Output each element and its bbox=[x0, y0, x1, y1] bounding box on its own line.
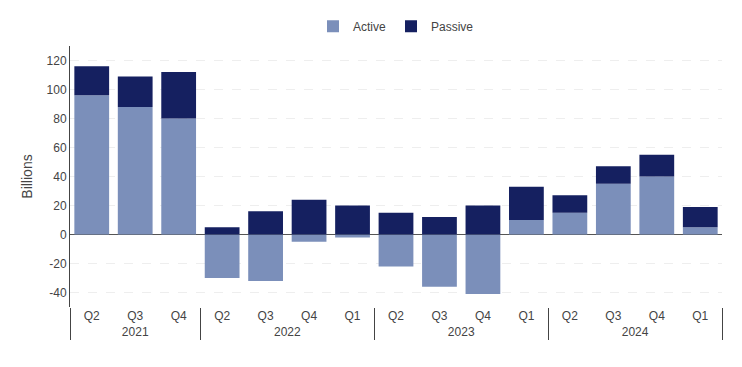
svg-text:Passive: Passive bbox=[431, 20, 473, 34]
svg-text:-20: -20 bbox=[49, 257, 67, 271]
svg-text:Q2: Q2 bbox=[214, 309, 230, 323]
svg-text:Q4: Q4 bbox=[475, 309, 491, 323]
svg-text:2021: 2021 bbox=[122, 325, 149, 339]
svg-text:40: 40 bbox=[53, 170, 67, 184]
svg-text:20: 20 bbox=[53, 199, 67, 213]
svg-text:0: 0 bbox=[60, 228, 67, 242]
svg-text:80: 80 bbox=[53, 112, 67, 126]
svg-text:Q1: Q1 bbox=[518, 309, 534, 323]
svg-text:2023: 2023 bbox=[448, 325, 475, 339]
svg-text:-40: -40 bbox=[49, 286, 67, 300]
svg-text:60: 60 bbox=[53, 141, 67, 155]
svg-text:Q4: Q4 bbox=[171, 309, 187, 323]
svg-text:2022: 2022 bbox=[274, 325, 301, 339]
svg-text:2024: 2024 bbox=[622, 325, 649, 339]
svg-text:Q4: Q4 bbox=[649, 309, 665, 323]
svg-text:Active: Active bbox=[353, 20, 386, 34]
svg-text:Q2: Q2 bbox=[562, 309, 578, 323]
svg-text:Q2: Q2 bbox=[84, 309, 100, 323]
svg-text:Q3: Q3 bbox=[605, 309, 621, 323]
svg-text:Q1: Q1 bbox=[692, 309, 708, 323]
svg-text:Q2: Q2 bbox=[388, 309, 404, 323]
svg-text:Q3: Q3 bbox=[258, 309, 274, 323]
svg-text:Q3: Q3 bbox=[127, 309, 143, 323]
svg-text:Q3: Q3 bbox=[431, 309, 447, 323]
svg-text:Q4: Q4 bbox=[301, 309, 317, 323]
svg-text:Billions: Billions bbox=[19, 154, 35, 198]
svg-text:120: 120 bbox=[47, 54, 67, 68]
svg-text:100: 100 bbox=[47, 83, 67, 97]
svg-text:Q1: Q1 bbox=[345, 309, 361, 323]
